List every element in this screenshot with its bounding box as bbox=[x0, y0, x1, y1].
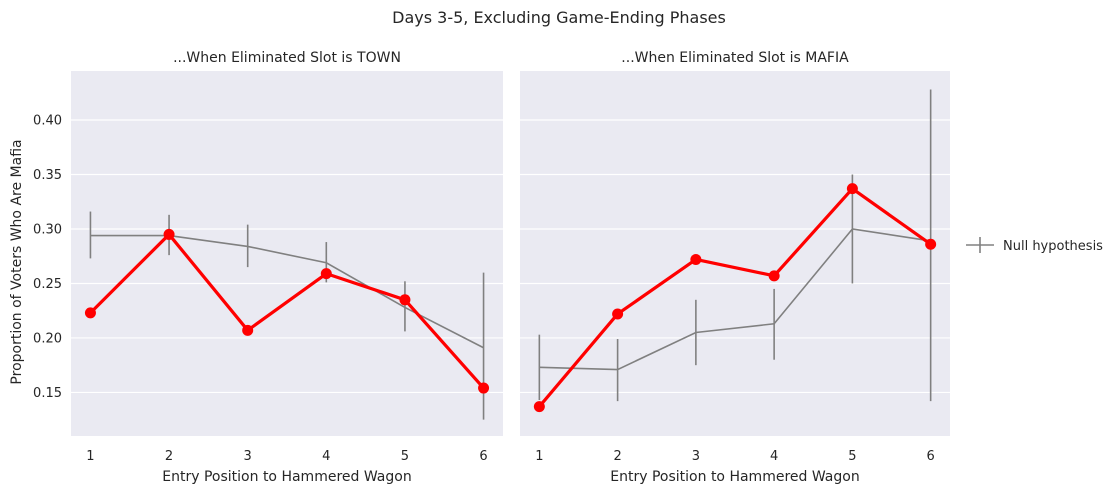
shared-y-axis-label: Proportion of Voters Who Are Mafia bbox=[9, 139, 25, 384]
plot-area-mafia bbox=[520, 71, 950, 436]
x-axis-label-town: Entry Position to Hammered Wagon bbox=[162, 469, 411, 485]
figure-suptitle: Days 3-5, Excluding Game-Ending Phases bbox=[392, 8, 726, 27]
observed-point-mafia bbox=[533, 401, 545, 413]
observed-line-mafia bbox=[538, 187, 932, 408]
x-tick-label-town: 4 bbox=[322, 449, 330, 464]
observed-point-town bbox=[399, 294, 411, 306]
observed-point-town bbox=[163, 228, 175, 240]
observed-point-town bbox=[320, 268, 332, 280]
marks-mafia bbox=[533, 89, 937, 413]
x-tick-label-town: 1 bbox=[86, 449, 94, 464]
panel-town: ...When Eliminated Slot is TOWN Entry Po… bbox=[71, 50, 503, 485]
null-line-mafia bbox=[539, 228, 931, 371]
y-tick-label: 0.20 bbox=[33, 331, 62, 346]
x-tick-label-town: 2 bbox=[165, 449, 173, 464]
observed-point-mafia bbox=[925, 238, 937, 250]
observed-point-town bbox=[478, 382, 490, 394]
x-tick-label-mafia: 1 bbox=[535, 449, 543, 464]
x-tick-label-mafia: 4 bbox=[770, 449, 778, 464]
observed-point-mafia bbox=[768, 270, 780, 282]
panel-title-mafia: ...When Eliminated Slot is MAFIA bbox=[621, 50, 849, 66]
x-tick-label-town: 6 bbox=[479, 449, 487, 464]
observed-point-town bbox=[84, 307, 96, 319]
y-tick-label: 0.15 bbox=[33, 386, 62, 401]
x-tick-label-mafia: 2 bbox=[613, 449, 621, 464]
gridlines-mafia bbox=[520, 119, 950, 394]
x-tick-label-mafia: 3 bbox=[692, 449, 700, 464]
observed-point-mafia bbox=[846, 183, 858, 195]
legend: Null hypothesis bbox=[966, 237, 1103, 254]
observed-point-town bbox=[242, 324, 254, 336]
panel-mafia: ...When Eliminated Slot is MAFIA Entry P… bbox=[520, 50, 950, 485]
observed-point-mafia bbox=[690, 253, 702, 265]
x-tick-label-mafia: 6 bbox=[927, 449, 935, 464]
x-tick-label-mafia: 5 bbox=[848, 449, 856, 464]
y-tick-label: 0.35 bbox=[33, 168, 62, 183]
legend-null-label: Null hypothesis bbox=[1003, 239, 1103, 254]
x-tick-label-town: 5 bbox=[401, 449, 409, 464]
observed-line-town bbox=[89, 232, 485, 390]
y-tick-label: 0.25 bbox=[33, 277, 62, 292]
y-tick-label: 0.30 bbox=[33, 222, 62, 237]
panel-title-town: ...When Eliminated Slot is TOWN bbox=[173, 50, 401, 66]
x-tick-label-town: 3 bbox=[244, 449, 252, 464]
gridlines-town bbox=[71, 119, 503, 394]
x-axis-label-mafia: Entry Position to Hammered Wagon bbox=[610, 469, 859, 485]
plot-area-town bbox=[71, 71, 503, 436]
y-tick-label: 0.40 bbox=[33, 114, 62, 129]
marks-town bbox=[84, 211, 490, 420]
observed-point-mafia bbox=[612, 308, 624, 320]
